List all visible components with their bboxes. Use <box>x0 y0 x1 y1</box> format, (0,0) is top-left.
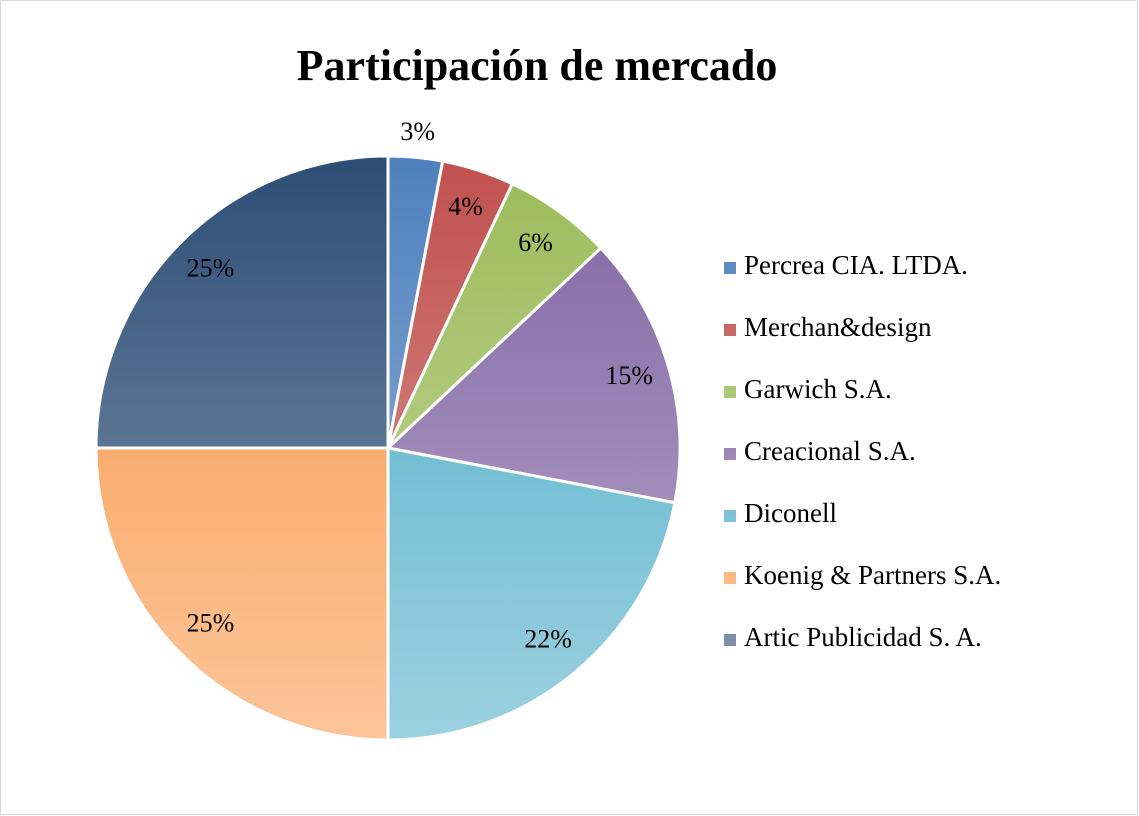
legend-label: Artic Publicidad S. A. <box>744 622 982 652</box>
legend-swatch <box>724 634 736 646</box>
legend-label: Koenig & Partners S.A. <box>744 560 1001 590</box>
pie-slice <box>94 154 390 450</box>
legend-swatch <box>724 572 736 584</box>
data-label: 25% <box>187 609 235 638</box>
chart-title: Participación de mercado <box>297 41 778 90</box>
legend-swatch <box>724 262 736 274</box>
legend-swatch <box>724 448 736 460</box>
legend-label: Garwich S.A. <box>744 374 892 404</box>
legend-label: Percrea CIA. LTDA. <box>744 250 968 280</box>
legend-label: Merchan&design <box>744 312 932 342</box>
legend-swatch <box>724 324 736 336</box>
legend-swatch <box>724 510 736 522</box>
data-label: 22% <box>524 624 572 653</box>
data-label: 3% <box>400 117 435 146</box>
pie-slice <box>384 245 682 505</box>
legend-label: Diconell <box>744 498 837 528</box>
pie-slice <box>94 446 390 742</box>
data-label: 15% <box>605 361 653 390</box>
pie-slice <box>386 446 677 742</box>
legend-label: Creacional S.A. <box>744 436 916 466</box>
legend-swatch <box>724 386 736 398</box>
data-label: 25% <box>187 253 235 282</box>
data-label: 6% <box>518 228 553 257</box>
data-label: 4% <box>448 192 483 221</box>
